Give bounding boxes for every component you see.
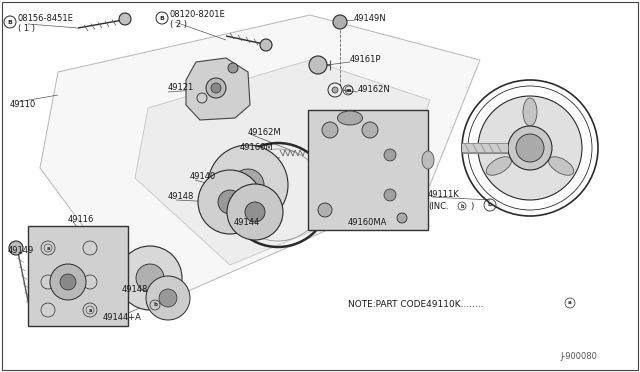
Text: B: B <box>159 16 164 20</box>
Circle shape <box>397 213 407 223</box>
Ellipse shape <box>548 157 574 175</box>
Circle shape <box>245 202 265 222</box>
Polygon shape <box>186 58 250 120</box>
Text: NOTE:PART CODE49110K........: NOTE:PART CODE49110K........ <box>348 300 484 309</box>
Text: 49148: 49148 <box>168 192 195 201</box>
Text: 49149: 49149 <box>8 246 35 255</box>
Circle shape <box>119 13 131 25</box>
Circle shape <box>384 149 396 161</box>
Circle shape <box>384 189 396 201</box>
Ellipse shape <box>422 151 434 169</box>
Text: a: a <box>346 87 350 93</box>
Circle shape <box>227 184 283 240</box>
Text: a: a <box>46 246 50 250</box>
Text: B: B <box>8 19 12 25</box>
Circle shape <box>362 122 378 138</box>
Text: 49121: 49121 <box>168 83 195 92</box>
Text: 08120-8201E: 08120-8201E <box>170 10 226 19</box>
Text: 49111K: 49111K <box>428 190 460 199</box>
Text: 49116: 49116 <box>68 215 94 224</box>
Text: ): ) <box>470 202 473 211</box>
Text: 49160MA: 49160MA <box>348 218 387 227</box>
Text: 49162M: 49162M <box>248 128 282 137</box>
Circle shape <box>228 63 238 73</box>
Ellipse shape <box>486 157 511 175</box>
Text: 49161P: 49161P <box>350 55 381 64</box>
Circle shape <box>260 39 272 51</box>
Bar <box>28 226 128 326</box>
Circle shape <box>136 264 164 292</box>
Circle shape <box>208 145 288 225</box>
Bar <box>308 110 428 230</box>
Text: ( 2 ): ( 2 ) <box>170 20 187 29</box>
Ellipse shape <box>523 98 537 126</box>
Polygon shape <box>40 15 480 310</box>
Circle shape <box>146 276 190 320</box>
Circle shape <box>50 264 86 300</box>
Circle shape <box>332 87 338 93</box>
Circle shape <box>9 241 23 255</box>
Text: a: a <box>88 308 92 312</box>
Text: 49144+A: 49144+A <box>103 313 142 322</box>
Circle shape <box>118 246 182 310</box>
Text: b: b <box>460 203 464 208</box>
Text: a: a <box>568 301 572 305</box>
Text: b: b <box>153 302 157 308</box>
Polygon shape <box>135 60 430 265</box>
Text: 08156-8451E: 08156-8451E <box>18 14 74 23</box>
Text: (INC.: (INC. <box>428 202 449 211</box>
Circle shape <box>60 274 76 290</box>
Circle shape <box>159 289 177 307</box>
Text: a: a <box>348 87 351 93</box>
Circle shape <box>211 83 221 93</box>
Circle shape <box>309 56 327 74</box>
Text: 49144: 49144 <box>234 218 260 227</box>
Circle shape <box>198 170 262 234</box>
Circle shape <box>318 203 332 217</box>
Circle shape <box>516 134 544 162</box>
Ellipse shape <box>337 111 362 125</box>
Text: 49162N: 49162N <box>358 85 391 94</box>
Circle shape <box>508 126 552 170</box>
Circle shape <box>322 122 338 138</box>
Circle shape <box>206 78 226 98</box>
Text: 49149N: 49149N <box>354 14 387 23</box>
Text: 49160M: 49160M <box>240 143 274 152</box>
Circle shape <box>218 190 242 214</box>
Text: 49148: 49148 <box>122 285 148 294</box>
Text: J-900080: J-900080 <box>560 352 597 361</box>
Text: b: b <box>488 202 492 208</box>
Circle shape <box>478 96 582 200</box>
Circle shape <box>333 15 347 29</box>
Circle shape <box>232 169 264 201</box>
Text: 49140: 49140 <box>190 172 216 181</box>
Text: 49110: 49110 <box>10 100 36 109</box>
Text: ( 1 ): ( 1 ) <box>18 24 35 33</box>
